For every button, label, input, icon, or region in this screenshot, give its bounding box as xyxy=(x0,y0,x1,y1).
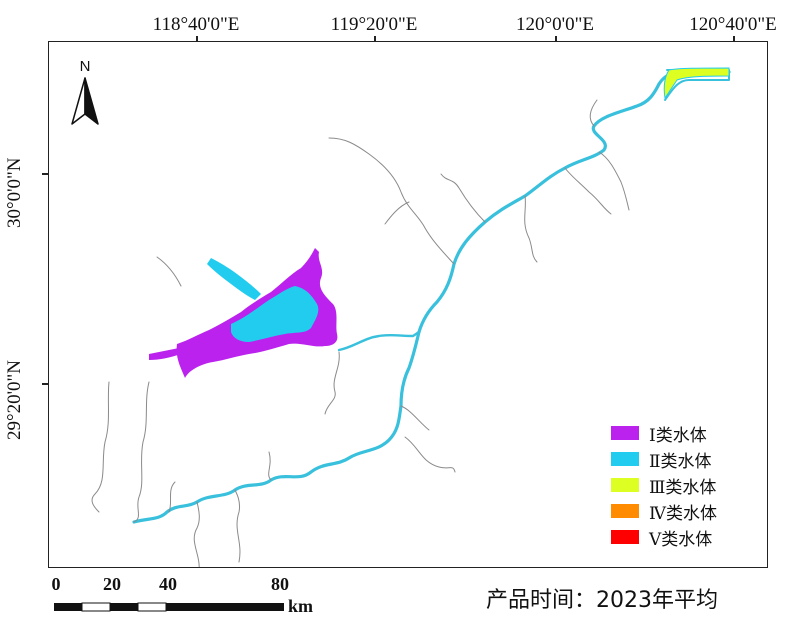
frame-tick xyxy=(42,173,48,175)
tributary xyxy=(598,151,630,211)
legend-swatch xyxy=(611,478,639,492)
legend-item-class-5: Ⅴ类水体 xyxy=(611,524,761,550)
tributary xyxy=(564,167,612,215)
legend-item-class-1: Ⅰ类水体 xyxy=(611,420,761,446)
tributary xyxy=(156,256,182,287)
lake-to-main-river-channel xyxy=(337,330,421,352)
tributary xyxy=(440,173,486,223)
estuary-channel xyxy=(664,69,730,101)
north-arrow: N xyxy=(68,58,102,128)
tributary xyxy=(524,195,538,263)
scale-tick-label: 40 xyxy=(159,574,177,594)
latitude-label-30-0: 30°0'0"N xyxy=(4,157,25,229)
tributary xyxy=(133,381,150,523)
legend-label: Ⅴ类水体 xyxy=(649,529,713,549)
legend-swatch xyxy=(611,452,639,466)
tributary xyxy=(404,436,456,473)
legend-swatch xyxy=(611,504,639,518)
longitude-label-120-40: 120°40'0"E xyxy=(689,14,777,35)
scale-unit: km xyxy=(288,596,314,616)
frame-tick xyxy=(374,36,376,42)
frame-tick xyxy=(555,36,557,42)
tributary xyxy=(193,501,200,567)
product-time-label: 产品时间：2023年平均 xyxy=(486,588,718,613)
main-river xyxy=(132,69,731,524)
legend: Ⅰ类水体 Ⅱ类水体 Ⅲ类水体 Ⅳ类水体 Ⅴ类水体 xyxy=(611,420,761,550)
tributary xyxy=(234,489,241,563)
estuary xyxy=(663,67,730,100)
tributary xyxy=(400,405,430,431)
lake-class-1-arm xyxy=(149,348,181,360)
legend-item-class-3: Ⅲ类水体 xyxy=(611,472,761,498)
legend-item-class-4: Ⅳ类水体 xyxy=(611,498,761,524)
lake-class-2-area xyxy=(231,286,319,342)
north-arrow-icon xyxy=(71,77,99,125)
scale-bar: 0 20 40 80 km xyxy=(52,574,322,624)
frame-tick xyxy=(196,36,198,42)
scale-tick-label: 20 xyxy=(103,574,121,594)
river-network-map xyxy=(91,67,731,567)
scale-tick-label: 0 xyxy=(51,574,61,594)
scale-tick-label: 80 xyxy=(271,574,289,594)
tributary xyxy=(589,99,598,127)
scale-bar-graphic xyxy=(54,602,284,612)
north-label: N xyxy=(79,58,91,75)
longitude-label-118-40: 118°40'0"E xyxy=(152,14,240,35)
estuary-class-3-area xyxy=(663,67,730,100)
tributary xyxy=(168,481,176,513)
frame-tick xyxy=(733,36,735,42)
tributary xyxy=(268,451,272,481)
longitude-label-119-20: 119°20'0"E xyxy=(330,14,418,35)
legend-label: Ⅲ类水体 xyxy=(649,477,717,497)
legend-swatch xyxy=(611,530,639,544)
legend-label: Ⅱ类水体 xyxy=(649,451,712,471)
latitude-label-29-20: 29°20'0"N xyxy=(4,360,25,440)
tributaries xyxy=(91,99,630,567)
legend-swatch xyxy=(611,426,639,440)
map-frame xyxy=(48,41,768,568)
qiandao-lake xyxy=(149,248,338,378)
tributary xyxy=(91,381,110,513)
tributary xyxy=(384,201,410,225)
lake-class-2-arm xyxy=(207,258,261,300)
longitude-label-120-0: 120°0'0"E xyxy=(516,14,594,35)
legend-item-class-2: Ⅱ类水体 xyxy=(611,446,761,472)
legend-label: Ⅰ类水体 xyxy=(649,425,707,445)
frame-tick xyxy=(42,383,48,385)
tributary xyxy=(324,351,340,415)
legend-label: Ⅳ类水体 xyxy=(649,503,717,523)
tributary xyxy=(328,137,455,265)
